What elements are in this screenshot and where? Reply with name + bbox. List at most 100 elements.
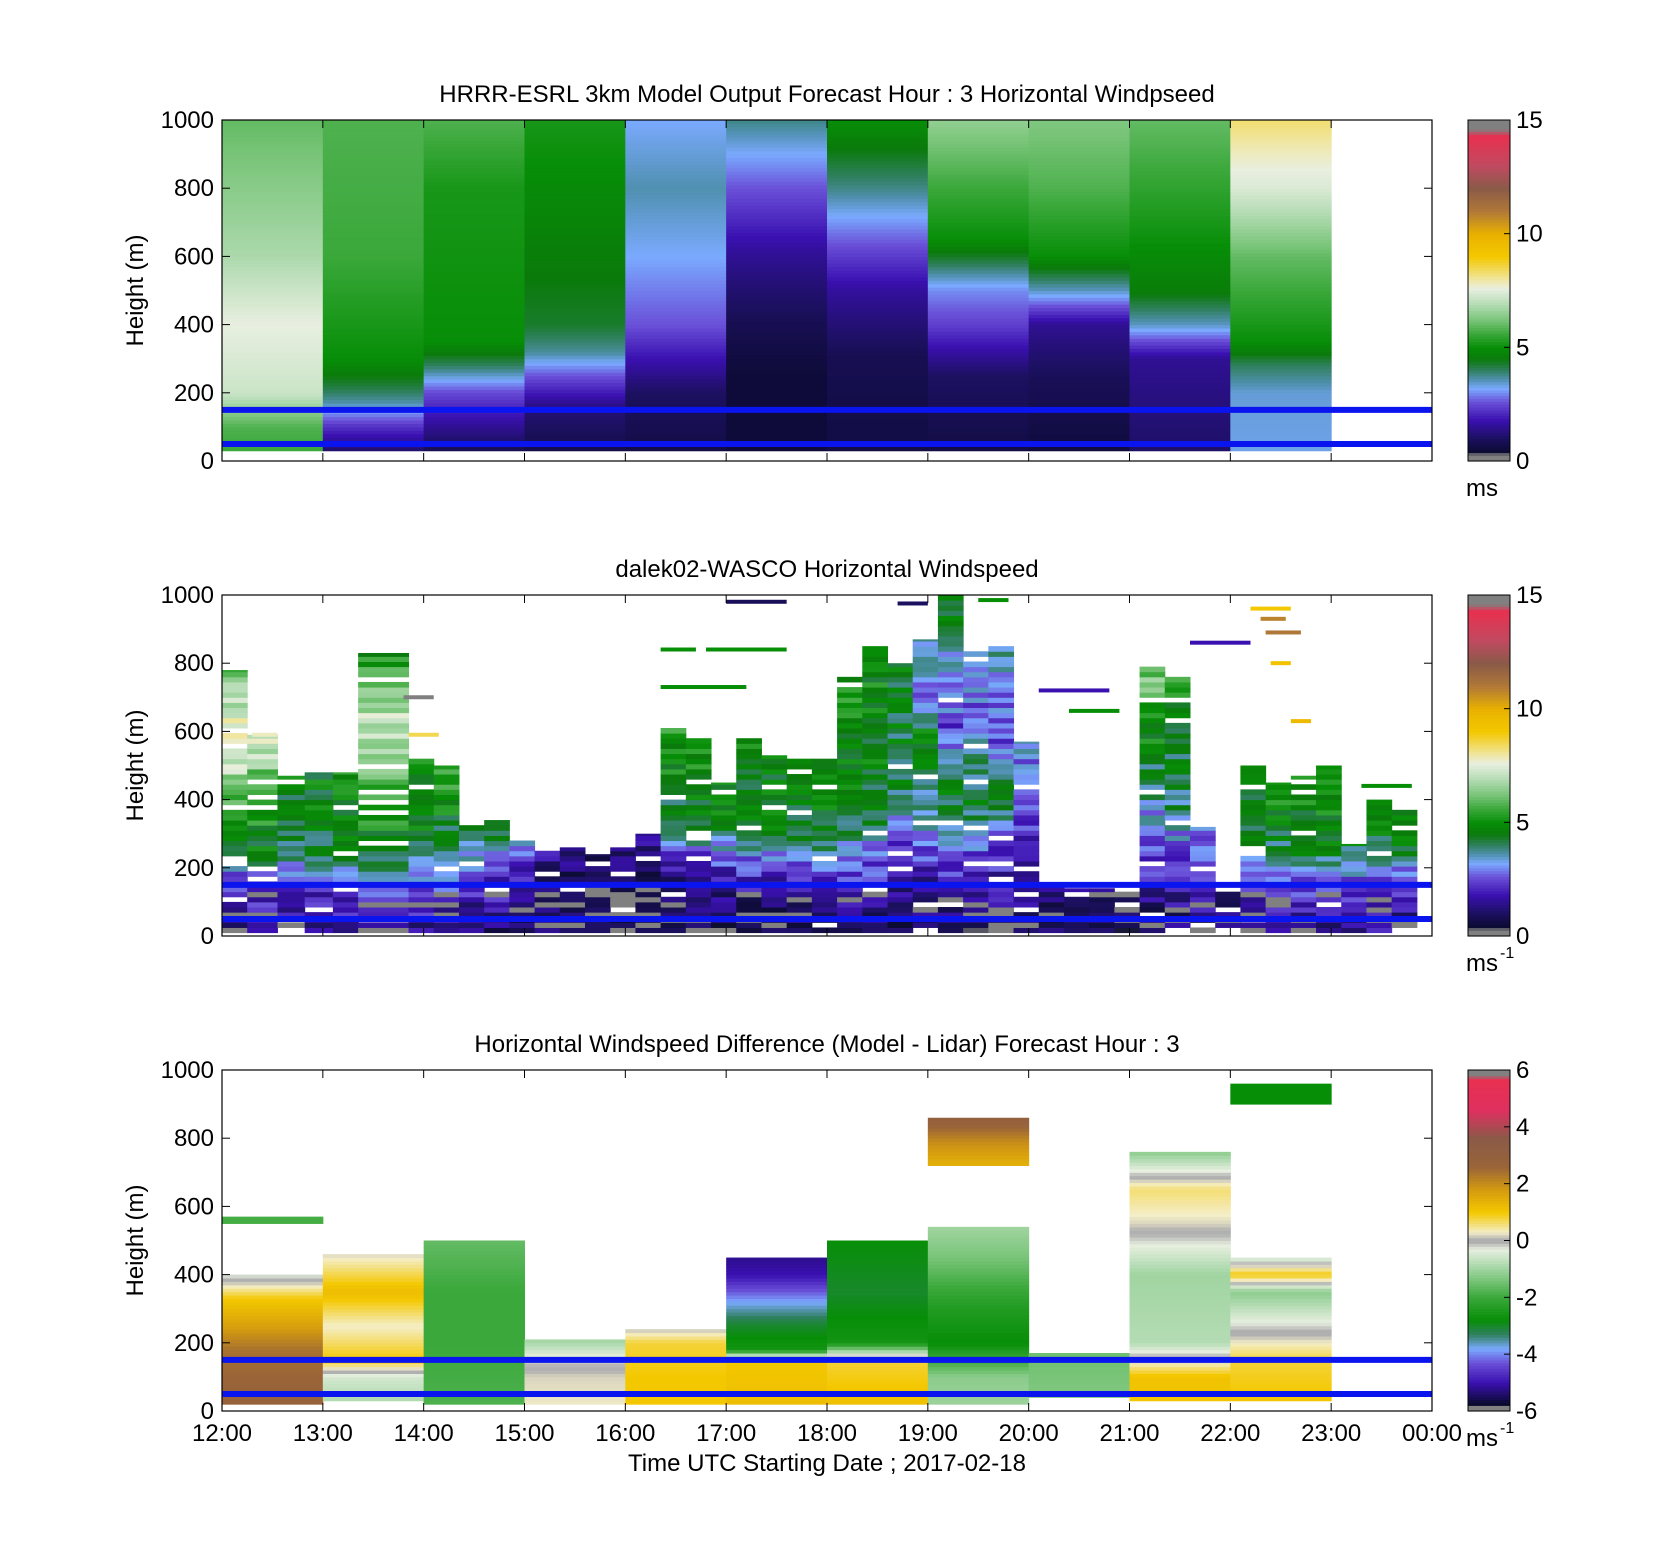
heatmap-cell	[635, 835, 662, 842]
heatmap-cell	[408, 907, 435, 913]
heatmap-cell	[332, 772, 359, 775]
heatmap-cell	[625, 212, 727, 216]
heatmap-cell	[786, 855, 813, 862]
colorbar-segment	[1468, 1223, 1510, 1227]
heatmap-cell	[1230, 198, 1332, 203]
heatmap-cell	[862, 891, 888, 898]
heatmap-cell	[927, 1284, 1030, 1289]
heatmap-cell	[458, 896, 485, 903]
heatmap-cell	[761, 794, 788, 801]
heatmap-cell	[827, 341, 929, 346]
colorbar-segment	[1468, 1070, 1510, 1074]
heatmap-cell	[1230, 334, 1332, 339]
colorbar-segment	[1468, 216, 1510, 221]
heatmap-cell	[927, 130, 1030, 135]
colorbar-segment	[1468, 1300, 1510, 1304]
heatmap-cell	[322, 304, 425, 309]
heatmap-cell	[222, 1397, 324, 1402]
heatmap-cell	[827, 218, 929, 223]
heatmap-cell	[1190, 907, 1216, 913]
colorbar-segment	[1468, 1143, 1510, 1148]
heatmap-cell	[358, 733, 410, 739]
heatmap-cell	[322, 314, 425, 319]
colorbar-segment	[1468, 796, 1510, 801]
heatmap-cell	[963, 876, 989, 882]
heatmap-cell	[761, 758, 788, 765]
heatmap-cell	[862, 845, 888, 852]
heatmap-cell	[837, 922, 863, 928]
heatmap-cell	[458, 886, 485, 893]
heatmap-cell	[726, 420, 828, 424]
heatmap-cell	[1129, 222, 1231, 227]
heatmap-cell	[1230, 252, 1332, 257]
heatmap-cell	[1265, 789, 1292, 795]
heatmap-cell	[660, 748, 687, 755]
heatmap-cell	[635, 886, 662, 893]
heatmap-cell	[358, 896, 410, 903]
heatmap-cell	[332, 907, 359, 913]
heatmap-cell	[222, 154, 324, 159]
heatmap-cell	[524, 137, 626, 141]
heatmap-cell	[811, 866, 838, 872]
colorbar-segment	[1468, 210, 1510, 215]
heatmap-cell	[625, 137, 727, 141]
heatmap-cell	[222, 871, 248, 877]
heatmap-cell	[247, 850, 278, 857]
heatmap-cell	[837, 799, 863, 806]
heatmap-cell	[761, 912, 788, 918]
heatmap-cell	[1230, 1335, 1332, 1340]
heatmap-cell	[927, 365, 1030, 370]
heatmap-cell	[222, 239, 324, 244]
heatmap-cell	[963, 901, 989, 908]
heatmap-cell	[736, 912, 762, 918]
heatmap-cell	[1028, 174, 1130, 179]
heatmap-cell	[912, 804, 939, 811]
colorbar-segment	[1468, 1368, 1510, 1372]
colorbar-segment	[1468, 893, 1510, 897]
heatmap-cell	[927, 167, 1030, 172]
colorbar-segment	[1468, 296, 1510, 300]
heatmap-cell	[1028, 304, 1130, 309]
colorbar-segment	[1468, 441, 1510, 445]
y-tick-label: 600	[174, 1193, 214, 1220]
heatmap-cell	[1230, 160, 1332, 165]
colorbar-segment	[1468, 1320, 1510, 1324]
colorbar-segment	[1468, 651, 1510, 656]
heatmap-cell	[423, 355, 525, 360]
heatmap-cell	[222, 1305, 324, 1310]
heatmap-cell	[1164, 743, 1191, 749]
heatmap-cell	[1028, 188, 1130, 193]
heatmap-cell	[1341, 922, 1367, 928]
heatmap-cell	[988, 814, 1015, 821]
heatmap-cell	[524, 365, 626, 370]
colorbar-segment	[1468, 242, 1510, 246]
heatmap-cell	[222, 901, 248, 908]
heatmap-cell	[827, 1301, 929, 1306]
heatmap-column	[927, 120, 1030, 452]
heatmap-cell	[963, 850, 989, 857]
heatmap-cell	[726, 1339, 828, 1344]
heatmap-cell	[322, 413, 425, 418]
heatmap-cell	[1129, 341, 1231, 346]
heatmap-cell	[277, 907, 306, 913]
heatmap-cell	[837, 753, 863, 760]
heatmap-cell	[988, 692, 1015, 698]
colorbar-segment	[1468, 785, 1510, 789]
heatmap-cell	[937, 712, 964, 719]
heatmap-cell	[827, 239, 929, 244]
heatmap-cell	[1164, 768, 1191, 775]
heatmap-cell	[524, 379, 626, 384]
heatmap-cell	[660, 866, 687, 872]
heatmap-cell	[937, 809, 964, 816]
heatmap-cell	[786, 774, 813, 780]
heatmap-cell	[1341, 845, 1367, 852]
heatmap-cell	[524, 362, 626, 367]
colorbar-segment	[1468, 720, 1510, 724]
heatmap-cell	[927, 1141, 1030, 1146]
heatmap-cell	[726, 314, 828, 319]
colorbar-segment	[1468, 1308, 1510, 1313]
colorbar-segment	[1468, 810, 1510, 815]
heatmap-cell	[963, 748, 989, 755]
heatmap-cell	[524, 375, 626, 380]
heatmap-cell	[1164, 707, 1191, 714]
